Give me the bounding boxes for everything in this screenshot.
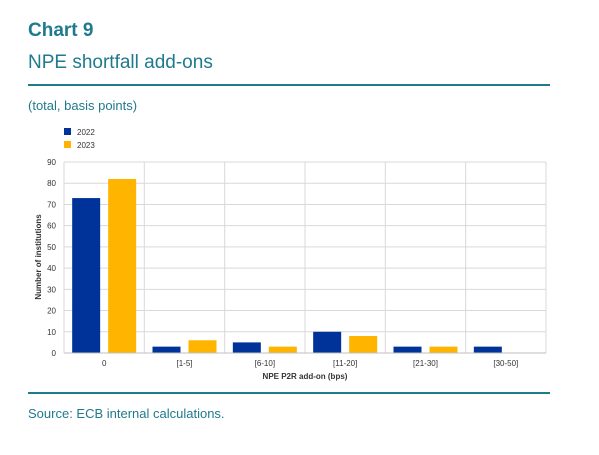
bars <box>72 178 502 353</box>
x-tick-label: [1-5] <box>176 359 192 368</box>
legend-swatch-2023 <box>64 141 71 148</box>
y-tick-label: 0 <box>52 349 57 358</box>
y-tick-label: 30 <box>47 285 56 294</box>
chart-subtitle: (total, basis points) <box>28 98 138 113</box>
y-tick-label: 50 <box>47 243 56 252</box>
bar-2022-0 <box>72 198 101 353</box>
x-tick-label: 0 <box>102 359 107 368</box>
legend-label-2022: 2022 <box>77 128 95 137</box>
bar-2022-3 <box>313 331 342 353</box>
bar-chart: 2022 2023 0 10 20 30 40 50 60 70 80 90 0 [1-5] [6-10]… <box>34 128 547 381</box>
bar-2022-2 <box>232 342 261 353</box>
y-tick-label: 90 <box>47 158 56 167</box>
y-tick-label: 20 <box>47 307 56 316</box>
bar-2023-2 <box>268 346 297 353</box>
bar-2023-4 <box>429 346 458 353</box>
chart-title: NPE shortfall add-ons <box>28 52 213 73</box>
y-tick-label: 70 <box>47 200 56 209</box>
legend: 2022 2023 <box>64 128 95 150</box>
source-note: Source: ECB internal calculations. <box>28 406 225 421</box>
grid <box>63 161 547 354</box>
axes: 0 10 20 30 40 50 60 70 80 90 0 [1-5] [6-10] [11-20] [2… <box>47 158 546 368</box>
x-tick-label: [6-10] <box>255 359 275 368</box>
y-tick-label: 10 <box>47 328 56 337</box>
x-tick-label: [30-50] <box>493 359 518 368</box>
x-tick-label: [21-30] <box>413 359 438 368</box>
title-divider <box>28 84 550 86</box>
footer-divider <box>28 392 550 394</box>
y-tick-label: 40 <box>47 264 56 273</box>
y-axis-title: Number of institutions <box>34 214 43 300</box>
bar-2022-4 <box>393 346 422 353</box>
legend-swatch-2022 <box>64 128 71 135</box>
bar-2023-3 <box>349 336 378 353</box>
chart-number: Chart 9 <box>28 20 94 41</box>
legend-label-2023: 2023 <box>77 141 95 150</box>
bar-2023-1 <box>188 340 217 353</box>
y-tick-label: 60 <box>47 222 56 231</box>
x-tick-label: [11-20] <box>333 359 357 368</box>
bar-2022-5 <box>473 346 502 353</box>
bar-2023-0 <box>108 178 137 353</box>
bar-2022-1 <box>152 346 181 353</box>
x-axis-title: NPE P2R add-on (bps) <box>263 372 348 381</box>
y-tick-label: 80 <box>47 179 56 188</box>
